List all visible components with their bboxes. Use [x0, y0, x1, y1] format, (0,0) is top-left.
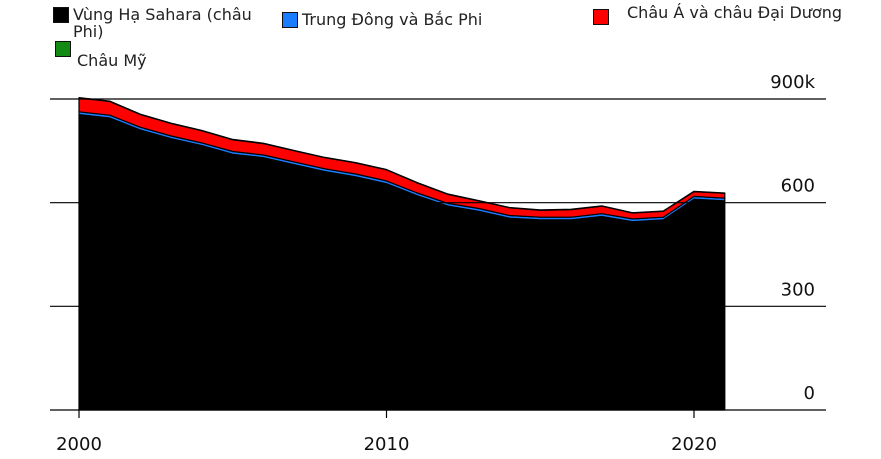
- y-tick-label-600: 600: [781, 176, 815, 197]
- x-tick-label-2000: 2000: [56, 434, 102, 455]
- y-tick-label-900: 900k: [770, 72, 815, 93]
- legend-label-middle-east-north-africa: Trung Đông và Bắc Phi: [302, 10, 483, 29]
- legend-swatch-middle-east-north-africa: [282, 12, 298, 28]
- x-axis-ticks: 2000 2010 2020: [56, 410, 717, 455]
- y-tick-label-0: 0: [804, 383, 815, 404]
- x-tick-label-2010: 2010: [364, 434, 410, 455]
- y-axis-ticks: 0 300 600 900k: [770, 72, 815, 404]
- chart-areas: [78, 97, 726, 411]
- legend-label-asia-oceania: Châu Á và châu Đại Dương: [627, 3, 842, 22]
- area-series-0: [78, 114, 726, 411]
- legend-item-middle-east-north-africa: Trung Đông và Bắc Phi: [282, 11, 482, 28]
- legend-swatch-sub-saharan-africa: [53, 7, 69, 23]
- legend-label-sub-saharan-africa: Vùng Hạ Sahara (châu Phi): [73, 5, 252, 41]
- area-series-3: [78, 97, 726, 214]
- legend-item-americas: Châu Mỹ: [55, 40, 147, 69]
- legend-swatch-americas: [55, 41, 71, 57]
- x-tick-label-2020: 2020: [671, 434, 717, 455]
- legend-swatch-asia-oceania: [593, 9, 609, 25]
- y-tick-label-300: 300: [781, 279, 815, 300]
- legend-item-sub-saharan-africa: Vùng Hạ Sahara (châu Phi): [53, 6, 275, 40]
- chart-gridlines: [50, 98, 826, 411]
- legend-label-americas: Châu Mỹ: [77, 51, 147, 70]
- legend-item-asia-oceania: Châu Á và châu Đại Dương: [593, 4, 842, 25]
